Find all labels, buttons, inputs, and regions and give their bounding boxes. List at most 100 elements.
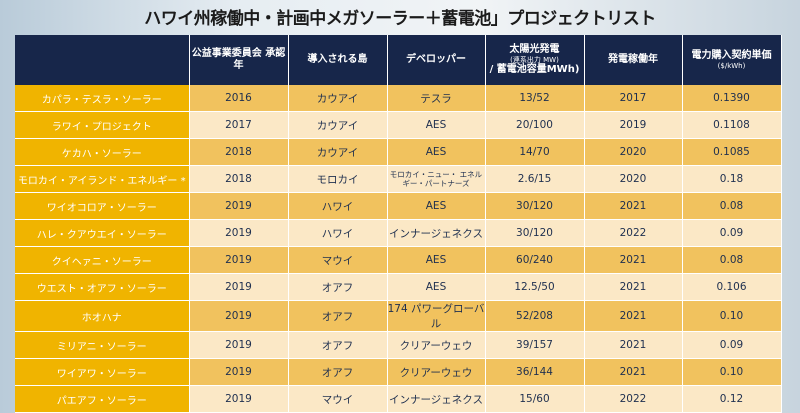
island-cell: オアフ — [288, 358, 388, 386]
capacity-cell: 30/120 — [485, 192, 585, 220]
capacity-cell: 12.5/50 — [485, 273, 585, 301]
project-name-cell: カパラ・テスラ・ソーラー — [15, 85, 190, 112]
ppa-price-cell: 0.1390 — [682, 85, 782, 112]
table-row: モロカイ・アイランド・エネルギー * 2018 モロカイ モロカイ・ニュー・ エネルギ… — [15, 165, 782, 193]
ppa-price-cell: 0.09 — [682, 219, 782, 247]
project-name-cell: ホオハナ — [15, 300, 190, 332]
capacity-cell: 2.6/15 — [485, 165, 585, 193]
island-cell: カウアイ — [288, 138, 388, 166]
ppa-price-cell: 0.10 — [682, 300, 782, 332]
island-cell: マウイ — [288, 385, 388, 413]
island-cell: カウアイ — [288, 85, 388, 112]
developer-cell: AES — [387, 192, 486, 220]
developer-cell: インナージェネクス — [387, 219, 486, 247]
ppa-price-cell: 0.08 — [682, 192, 782, 220]
capacity-cell: 52/208 — [485, 300, 585, 332]
developer-cell: AES — [387, 111, 486, 139]
approval-year-cell: 2019 — [189, 192, 289, 220]
approval-year-cell: 2019 — [189, 219, 289, 247]
developer-cell: AES — [387, 138, 486, 166]
developer-cell: AES — [387, 246, 486, 274]
table-row: ウエスト・オアフ・ソーラー 2019 オアフ AES 12.5/50 2021 0.106 — [15, 273, 782, 301]
developer-cell: AES — [387, 273, 486, 301]
operation-year-cell: 2022 — [584, 219, 683, 247]
operation-year-cell: 2021 — [584, 331, 683, 359]
table-row: ホオハナ 2019 オアフ 174 パワーグローバル 52/208 2021 0.10 — [15, 300, 782, 332]
project-name-cell: パエアフ・ソーラー — [15, 385, 190, 413]
island-cell: ハワイ — [288, 192, 388, 220]
island-cell: ハワイ — [288, 219, 388, 247]
developer-cell: インナージェネクス — [387, 385, 486, 413]
developer-cell: クリアーウェウ — [387, 358, 486, 386]
table-row: クイヘァニ・ソーラー 2019 マウイ AES 60/240 2021 0.08 — [15, 246, 782, 274]
ppa-price-cell: 0.08 — [682, 246, 782, 274]
approval-year-cell: 2019 — [189, 358, 289, 386]
operation-year-cell: 2020 — [584, 138, 683, 166]
project-name-cell: ウエスト・オアフ・ソーラー — [15, 273, 190, 301]
table-row: ワイオコロア・ソーラー 2019 ハワイ AES 30/120 2021 0.08 — [15, 192, 782, 220]
developer-cell: モロカイ・ニュー・ エネルギー・パートナーズ — [387, 165, 486, 193]
approval-year-cell: 2019 — [189, 300, 289, 332]
ppa-price-cell: 0.106 — [682, 273, 782, 301]
header-row: 公益事業委員会 承認年 導入される島 デベロッパー 太陽光発電 (連系出力 MW)… — [15, 35, 782, 85]
capacity-cell: 15/60 — [485, 385, 585, 413]
project-name-cell: ケカハ・ソーラー — [15, 138, 190, 166]
approval-year-cell: 2018 — [189, 138, 289, 166]
header-operation-year: 発電稼働年 — [584, 35, 683, 85]
project-name-cell: ワイアワ・ソーラー — [15, 358, 190, 386]
header-capacity: 太陽光発電 (連系出力 MW) / 蓄電池容量MWh) — [485, 35, 585, 85]
operation-year-cell: 2021 — [584, 192, 683, 220]
capacity-cell: 14/70 — [485, 138, 585, 166]
header-project — [15, 35, 190, 85]
project-name-cell: ワイオコロア・ソーラー — [15, 192, 190, 220]
header-ppa-price: 電力購入契約単価 ($/kWh) — [682, 35, 782, 85]
project-name-cell: ミリアニ・ソーラー — [15, 331, 190, 359]
ppa-price-cell: 0.09 — [682, 331, 782, 359]
approval-year-cell: 2019 — [189, 385, 289, 413]
approval-year-cell: 2019 — [189, 273, 289, 301]
developer-cell: 174 パワーグローバル — [387, 300, 486, 332]
operation-year-cell: 2020 — [584, 165, 683, 193]
approval-year-cell: 2017 — [189, 111, 289, 139]
operation-year-cell: 2017 — [584, 85, 683, 112]
ppa-price-cell: 0.10 — [682, 358, 782, 386]
approval-year-cell: 2019 — [189, 331, 289, 359]
header-island: 導入される島 — [288, 35, 388, 85]
ppa-price-cell: 0.1085 — [682, 138, 782, 166]
capacity-cell: 20/100 — [485, 111, 585, 139]
operation-year-cell: 2021 — [584, 300, 683, 332]
capacity-cell: 30/120 — [485, 219, 585, 247]
project-table: 公益事業委員会 承認年 導入される島 デベロッパー 太陽光発電 (連系出力 MW)… — [15, 35, 782, 413]
island-cell: モロカイ — [288, 165, 388, 193]
capacity-cell: 13/52 — [485, 85, 585, 112]
project-name-cell: モロカイ・アイランド・エネルギー * — [15, 165, 190, 193]
approval-year-cell: 2018 — [189, 165, 289, 193]
operation-year-cell: 2021 — [584, 246, 683, 274]
island-cell: カウアイ — [288, 111, 388, 139]
capacity-cell: 39/157 — [485, 331, 585, 359]
page-title: ハワイ州稼働中・計画中メガソーラー＋蓄電池」プロジェクトリスト — [144, 9, 656, 29]
table-row: ラワイ・プロジェクト 2017 カウアイ AES 20/100 2019 0.1108 — [15, 111, 782, 139]
table-row: ミリアニ・ソーラー 2019 オアフ クリアーウェウ 39/157 2021 0.09 — [15, 331, 782, 359]
ppa-price-cell: 0.18 — [682, 165, 782, 193]
operation-year-cell: 2022 — [584, 385, 683, 413]
approval-year-cell: 2016 — [189, 85, 289, 112]
operation-year-cell: 2021 — [584, 273, 683, 301]
ppa-price-cell: 0.12 — [682, 385, 782, 413]
operation-year-cell: 2021 — [584, 358, 683, 386]
island-cell: オアフ — [288, 273, 388, 301]
approval-year-cell: 2019 — [189, 246, 289, 274]
island-cell: マウイ — [288, 246, 388, 274]
project-name-cell: ラワイ・プロジェクト — [15, 111, 190, 139]
table-row: カパラ・テスラ・ソーラー 2016 カウアイ テスラ 13/52 2017 0.1390 — [15, 85, 782, 112]
project-name-cell: クイヘァニ・ソーラー — [15, 246, 190, 274]
header-approval-year: 公益事業委員会 承認年 — [189, 35, 289, 85]
capacity-cell: 60/240 — [485, 246, 585, 274]
table-row: ワイアワ・ソーラー 2019 オアフ クリアーウェウ 36/144 2021 0.10 — [15, 358, 782, 386]
island-cell: オアフ — [288, 331, 388, 359]
ppa-price-cell: 0.1108 — [682, 111, 782, 139]
developer-cell: テスラ — [387, 85, 486, 112]
header-developer: デベロッパー — [387, 35, 486, 85]
table-row: パエアフ・ソーラー 2019 マウイ インナージェネクス 15/60 2022 0.12 — [15, 385, 782, 413]
table-row: ケカハ・ソーラー 2018 カウアイ AES 14/70 2020 0.1085 — [15, 138, 782, 166]
